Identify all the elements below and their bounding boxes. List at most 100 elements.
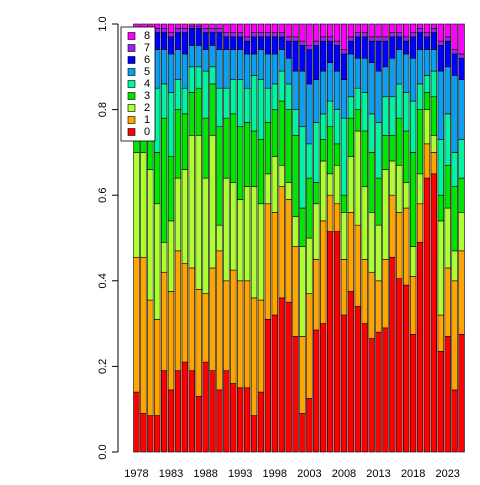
bar-segment bbox=[403, 36, 410, 42]
bar-segment bbox=[416, 241, 424, 453]
bar-segment bbox=[333, 231, 341, 453]
bar-segment bbox=[292, 36, 299, 42]
bar-segment bbox=[292, 23, 299, 38]
bar-segment bbox=[403, 53, 410, 93]
bar-segment bbox=[167, 389, 175, 453]
bar-segment bbox=[423, 109, 431, 145]
bar-segment bbox=[333, 70, 341, 110]
bar-segment bbox=[430, 27, 438, 33]
bar-segment bbox=[368, 152, 375, 213]
bar-segment bbox=[299, 40, 306, 46]
bar-segment bbox=[451, 186, 458, 252]
bar-segment bbox=[271, 36, 278, 55]
legend-label: 4 bbox=[144, 78, 150, 90]
bar-segment bbox=[430, 96, 438, 136]
bar-segment bbox=[299, 246, 306, 337]
y-tick-label: 0.4 bbox=[97, 273, 109, 288]
bar-segment bbox=[230, 79, 237, 115]
bar-segment bbox=[444, 36, 451, 42]
bar-segment bbox=[306, 237, 313, 294]
bar-segment bbox=[167, 92, 175, 157]
bar-segment bbox=[403, 284, 410, 453]
bar-segment bbox=[375, 331, 382, 453]
bar-segment bbox=[195, 134, 202, 290]
bar-segment bbox=[285, 109, 292, 183]
bar-segment bbox=[437, 351, 444, 453]
bar-segment bbox=[188, 27, 195, 46]
bar-segment bbox=[278, 70, 285, 102]
bar-segment bbox=[271, 23, 278, 33]
bar-segment bbox=[354, 36, 361, 59]
bar-segment bbox=[278, 36, 285, 50]
bar-segment bbox=[257, 32, 265, 38]
bar-segment bbox=[167, 291, 175, 391]
bar-segment bbox=[250, 32, 258, 38]
bar-segment bbox=[361, 186, 368, 260]
bar-segment bbox=[326, 231, 334, 453]
bar-segment bbox=[223, 117, 230, 179]
bar-segment bbox=[223, 370, 230, 453]
bar-segment bbox=[333, 203, 341, 232]
bar-segment bbox=[326, 36, 334, 42]
bar-segment bbox=[382, 40, 389, 68]
bar-segment bbox=[216, 87, 223, 128]
bar-segment bbox=[181, 23, 189, 29]
bar-segment bbox=[354, 57, 361, 89]
bar-segment bbox=[237, 23, 244, 33]
bar-segment bbox=[368, 23, 375, 38]
bar-segment bbox=[299, 126, 306, 209]
bar-segment bbox=[202, 32, 209, 50]
bar-segment bbox=[375, 224, 382, 282]
legend-swatch bbox=[127, 92, 136, 100]
bar-segment bbox=[313, 259, 320, 331]
bar-segment bbox=[458, 250, 465, 335]
bar-segment bbox=[409, 32, 417, 38]
bar-segment bbox=[202, 49, 209, 72]
bar-segment bbox=[243, 87, 251, 123]
bar-segment bbox=[396, 83, 403, 119]
bar-segment bbox=[416, 83, 424, 110]
bar-segment bbox=[437, 220, 444, 316]
bar-segment bbox=[451, 53, 458, 76]
bar-segment bbox=[313, 182, 320, 205]
bar-segment bbox=[250, 53, 258, 76]
bar-segment bbox=[292, 70, 299, 110]
bar-segment bbox=[347, 53, 355, 98]
bar-segment bbox=[188, 45, 195, 68]
bar-segment bbox=[243, 280, 251, 389]
bar-segment bbox=[195, 396, 202, 453]
bar-segment bbox=[264, 173, 272, 205]
bar-segment bbox=[292, 40, 299, 72]
bar-segment bbox=[430, 134, 438, 153]
bar-segment bbox=[444, 40, 451, 68]
bar-segment bbox=[458, 57, 465, 80]
bar-segment bbox=[396, 212, 403, 279]
bar-segment bbox=[230, 383, 237, 453]
bar-segment bbox=[396, 36, 403, 50]
bar-segment bbox=[396, 23, 403, 33]
bar-segment bbox=[278, 23, 285, 33]
bar-segment bbox=[354, 32, 361, 38]
bar-segment bbox=[403, 92, 410, 132]
bar-segment bbox=[416, 27, 424, 33]
bar-segment bbox=[382, 66, 389, 98]
bar-segment bbox=[458, 53, 465, 59]
bar-segment bbox=[326, 23, 334, 38]
bar-segment bbox=[347, 40, 355, 55]
bar-segment bbox=[292, 336, 299, 453]
x-tick-label: 2023 bbox=[435, 468, 459, 480]
bar-segment bbox=[181, 32, 189, 55]
bar-segment bbox=[154, 319, 161, 416]
bar-segment bbox=[409, 100, 417, 153]
bar-segment bbox=[444, 113, 451, 166]
bar-segment bbox=[423, 143, 431, 179]
bar-segment bbox=[458, 177, 465, 213]
x-tick-label: 1988 bbox=[193, 468, 217, 480]
bar-segment bbox=[306, 293, 313, 399]
bar-segment bbox=[250, 415, 258, 453]
bar-segment bbox=[354, 306, 361, 453]
bar-segment bbox=[181, 53, 189, 89]
bar-segment bbox=[320, 220, 327, 324]
bar-segment bbox=[340, 212, 348, 260]
